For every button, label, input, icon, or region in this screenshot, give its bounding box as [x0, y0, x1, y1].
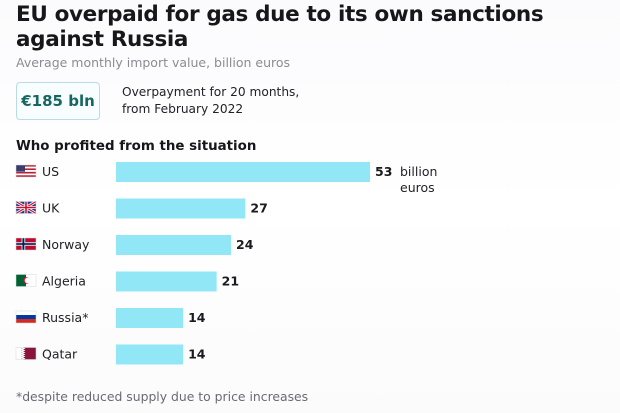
overpayment-note: Overpayment for 20 months, from February…: [122, 85, 300, 116]
category-label: UK: [42, 201, 60, 216]
category-label: Algeria: [42, 274, 86, 289]
category-label: Russia*: [42, 310, 88, 325]
overpayment-badge: €185 bln: [16, 82, 100, 120]
bar-norway: [116, 235, 232, 255]
chart-title: EU overpaid for gas due to its own sanct…: [16, 2, 544, 52]
footnote: *despite reduced supply due to price inc…: [16, 389, 309, 404]
russia-flag-icon: [15, 310, 37, 324]
bar-russia: [116, 308, 184, 328]
uk-flag-icon: [15, 200, 37, 215]
algeria-flag-icon: [15, 274, 37, 287]
bar-algeria: [116, 271, 217, 292]
data-label: 14: [188, 347, 206, 362]
category-label: Norway: [42, 237, 90, 252]
category-label: Qatar: [42, 347, 78, 362]
bar-us: [116, 162, 370, 182]
norway-flag-icon: [15, 237, 37, 251]
category-label: US: [42, 164, 59, 179]
data-label: 21: [222, 274, 239, 289]
summary-row: €185 bln Overpayment for 20 months, from…: [16, 82, 312, 120]
data-label: 24: [236, 237, 254, 252]
section-title: Who profited from the situation: [16, 139, 257, 154]
bar-chart-svg: US 53 billion euros UK 27 Norway 24 Algeria 21 Rus…: [15, 162, 437, 365]
bar-uk: [116, 198, 246, 219]
unit-label: billion euros: [400, 164, 437, 195]
bar-chart: US 53 billion euros UK 27 Norway 24 Algeria 21 Rus…: [15, 160, 586, 390]
us-flag-icon: [15, 164, 37, 178]
data-label: 53: [375, 164, 392, 179]
data-label: 14: [188, 310, 206, 325]
chart-subtitle: Average monthly import value, billion eu…: [16, 55, 291, 70]
data-label: 27: [250, 201, 267, 216]
bar-qatar: [116, 344, 184, 365]
qatar-flag-icon: [15, 346, 37, 361]
